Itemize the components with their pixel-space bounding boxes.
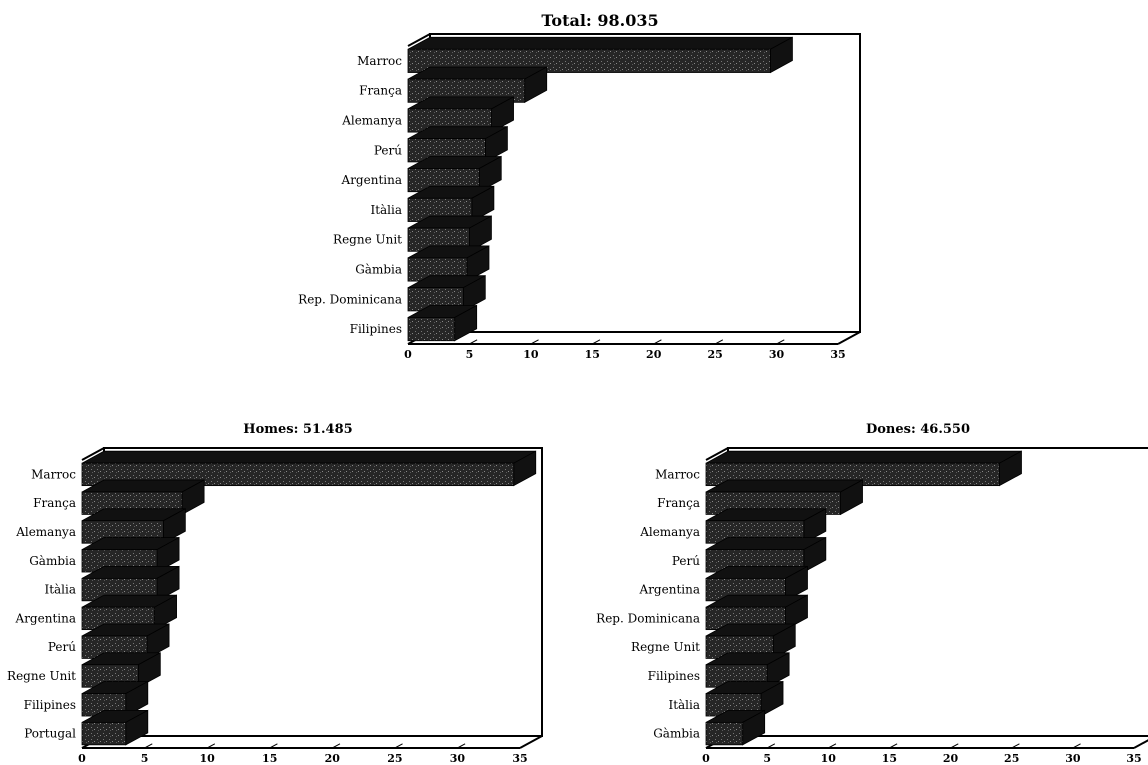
chart-title: Dones: 46.550 (866, 422, 970, 437)
wall-top-left-edge (407, 33, 431, 47)
category-label: Regne Unit (7, 669, 76, 683)
category-label: Filipines (24, 698, 76, 712)
category-label: Perú (672, 554, 700, 568)
tick-label: 25 (387, 752, 402, 765)
tick-label: 5 (141, 752, 149, 765)
chart-homes: Homes: 51.485 Marroc França Alemanya Gàmbia… (7, 422, 543, 765)
category-label: Alemanya (341, 114, 402, 128)
bar (81, 680, 149, 717)
bar (705, 450, 1022, 487)
tick-label: 30 (769, 348, 785, 361)
category-label: Marroc (31, 467, 76, 481)
bar (81, 508, 186, 544)
floor-tick (828, 743, 837, 749)
category-label: Filipines (648, 669, 700, 683)
category-label: Argentina (639, 583, 700, 597)
chart-dones: Dones: 46.550 Marroc França Alemanya Perú Ar… (596, 422, 1148, 765)
bar (81, 536, 180, 573)
category-label: Perú (374, 143, 402, 157)
tick-label: 20 (646, 348, 662, 361)
floor-tick (519, 743, 528, 749)
tick-label: 10 (523, 348, 539, 361)
wall-top-left-edge (705, 447, 729, 461)
category-label: Rep. Dominicana (596, 611, 700, 625)
chart-title: Total: 98.035 (541, 11, 658, 30)
floor-tick (206, 743, 216, 749)
tick-label: 25 (707, 348, 722, 361)
category-label: Alemanya (639, 525, 700, 539)
floor-tick (1133, 743, 1142, 749)
floor-tick (1011, 743, 1020, 749)
tick-label: 35 (830, 348, 845, 361)
category-label: Marroc (655, 467, 700, 481)
category-label: França (359, 84, 402, 98)
category-label: Marroc (357, 54, 402, 68)
category-label: Itàlia (370, 203, 402, 217)
wall-top-left-edge (81, 447, 105, 461)
tick-label: 5 (466, 348, 474, 361)
tick-label: 30 (1065, 752, 1081, 765)
floor-tick (530, 339, 539, 345)
floor-tick (457, 743, 466, 749)
chart-total: Total: 98.035 Marroc França Alemanya Perú Ar… (298, 11, 861, 361)
tick-label: 15 (585, 348, 600, 361)
floor-tick (776, 339, 785, 345)
floor-tick (394, 743, 403, 749)
bar (705, 594, 808, 631)
category-label: Itàlia (44, 583, 76, 597)
bar (705, 709, 766, 746)
tick-label: 10 (821, 752, 837, 765)
floor-tick (332, 743, 341, 749)
tick-label: 5 (763, 752, 771, 765)
bar (407, 215, 492, 252)
chart-title: Homes: 51.485 (243, 422, 352, 437)
floor-tick (469, 339, 478, 345)
category-label: França (33, 496, 76, 510)
tick-label: 15 (882, 752, 897, 765)
category-label: Filipines (350, 322, 402, 336)
bar (407, 304, 478, 342)
bar (81, 709, 149, 746)
category-label: Regne Unit (333, 233, 402, 247)
tick-label: 35 (512, 752, 527, 765)
tick-label: 0 (78, 752, 86, 765)
floor-tick (1072, 743, 1081, 749)
tick-label: 20 (325, 752, 341, 765)
category-label: Alemanya (15, 525, 76, 539)
bar (705, 680, 784, 717)
floor-tick (714, 339, 724, 345)
floor-tick (592, 339, 601, 345)
floor-tick (269, 743, 278, 749)
floor-tick (950, 743, 959, 749)
floor-tick (889, 743, 898, 749)
category-label: Gàmbia (355, 263, 402, 277)
tick-label: 0 (702, 752, 710, 765)
floor-tick (653, 339, 662, 345)
floor-tick (144, 743, 153, 749)
category-label: Rep. Dominicana (298, 292, 402, 306)
category-label: Portugal (24, 727, 76, 741)
floor-right-edge (1133, 739, 1148, 749)
tick-label: 15 (262, 752, 277, 765)
category-label: Argentina (15, 611, 76, 625)
floor-tick (837, 339, 846, 345)
tick-label: 25 (1004, 752, 1019, 765)
category-label: Regne Unit (631, 640, 700, 654)
floor-tick (766, 743, 776, 749)
category-label: Gàmbia (653, 727, 700, 741)
tick-label: 35 (1126, 752, 1141, 765)
category-label: Itàlia (668, 698, 700, 712)
tick-label: 30 (450, 752, 466, 765)
category-label: França (657, 496, 700, 510)
category-label: Gàmbia (29, 554, 76, 568)
tick-label: 20 (943, 752, 959, 765)
tick-label: 10 (199, 752, 215, 765)
category-label: Argentina (341, 173, 402, 187)
category-label: Perú (48, 640, 76, 654)
tick-label: 0 (404, 348, 412, 361)
